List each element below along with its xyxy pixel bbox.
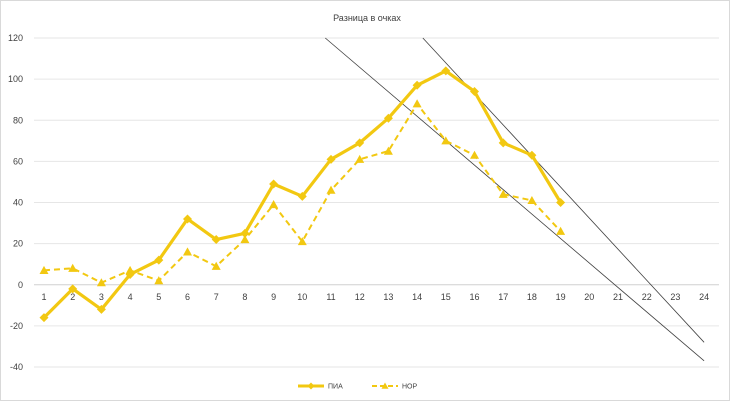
- data-point: [527, 150, 537, 160]
- x-axis-tick-labels: 1 2 3 4 5 6 7 8 9 10 11 12 13 14 15 16 17 18 19 20 21 22 23 24: [41, 292, 709, 302]
- data-point: [556, 198, 566, 207]
- y-tick-label: 120: [8, 33, 23, 43]
- legend: ПИА НОР: [298, 382, 418, 391]
- x-tick-label: 17: [498, 292, 508, 302]
- data-point: [470, 150, 479, 159]
- gridlines: [34, 37, 719, 368]
- data-series: [39, 66, 566, 323]
- x-tick-label: 8: [242, 292, 247, 302]
- y-tick-label: 80: [13, 115, 23, 125]
- data-point: [412, 99, 422, 108]
- data-point: [326, 185, 336, 194]
- data-point: [39, 313, 49, 323]
- y-axis-tick-labels: -40 -20 0 20 40 60 80 100 120: [8, 33, 23, 372]
- data-point: [297, 191, 307, 201]
- data-point: [211, 261, 221, 270]
- data-point: [441, 136, 451, 145]
- x-tick-label: 11: [326, 292, 335, 302]
- x-tick-label: 12: [355, 292, 365, 302]
- data-point: [96, 278, 106, 287]
- data-point: [154, 255, 164, 265]
- y-tick-label: 100: [8, 74, 23, 84]
- data-point: [125, 265, 135, 274]
- data-point: [355, 138, 365, 148]
- x-tick-label: 7: [214, 292, 219, 302]
- x-tick-label: 19: [556, 292, 566, 302]
- trendline: [325, 37, 705, 362]
- data-point: [269, 200, 279, 209]
- x-tick-label: 24: [699, 292, 709, 302]
- data-point: [240, 228, 250, 238]
- y-tick-label: 40: [13, 198, 23, 208]
- x-tick-label: 23: [670, 292, 680, 302]
- trendlines: [325, 37, 705, 362]
- data-point: [383, 113, 393, 123]
- data-point: [326, 154, 336, 164]
- x-tick-label: 20: [584, 292, 594, 302]
- data-point: [183, 214, 192, 224]
- y-tick-label: 60: [13, 156, 23, 166]
- x-tick-label: 9: [271, 292, 276, 302]
- data-point: [154, 276, 164, 285]
- x-tick-label: 21: [613, 292, 623, 302]
- data-point: [470, 86, 479, 96]
- data-point: [183, 247, 192, 256]
- data-point: [96, 304, 106, 314]
- data-point: [412, 80, 422, 90]
- x-tick-label: 14: [412, 292, 422, 302]
- y-tick-label: 0: [18, 280, 23, 290]
- y-tick-label: -40: [10, 362, 23, 372]
- data-point: [269, 179, 279, 189]
- y-tick-label: 20: [13, 239, 23, 249]
- x-tick-label: 16: [469, 292, 479, 302]
- data-point: [68, 263, 78, 272]
- data-point: [441, 66, 451, 76]
- x-tick-label: 1: [41, 292, 46, 302]
- data-point: [383, 146, 393, 155]
- data-point: [240, 235, 250, 244]
- legend-marker: [307, 382, 315, 390]
- data-point: [498, 138, 508, 148]
- x-tick-label: 22: [642, 292, 652, 302]
- data-point: [68, 284, 78, 294]
- x-tick-label: 4: [128, 292, 133, 302]
- x-tick-label: 5: [156, 292, 161, 302]
- data-point: [498, 189, 508, 198]
- legend-label: ПИА: [328, 384, 343, 391]
- x-tick-label: 13: [383, 292, 393, 302]
- x-tick-label: 15: [441, 292, 451, 302]
- data-point: [527, 195, 537, 205]
- x-tick-label: 2: [70, 292, 75, 302]
- x-tick-label: 3: [99, 292, 104, 302]
- data-point: [556, 226, 566, 235]
- x-tick-label: 18: [527, 292, 537, 302]
- data-point: [39, 265, 49, 274]
- data-point: [297, 237, 307, 246]
- x-tick-label: 6: [185, 292, 190, 302]
- legend-marker: [381, 382, 389, 389]
- legend-label: НОР: [402, 384, 418, 391]
- y-tick-label: -20: [10, 321, 23, 331]
- data-point: [355, 154, 365, 163]
- data-point: [211, 235, 221, 245]
- x-tick-label: 10: [297, 292, 307, 302]
- chart-title: Разница в очках: [333, 13, 401, 23]
